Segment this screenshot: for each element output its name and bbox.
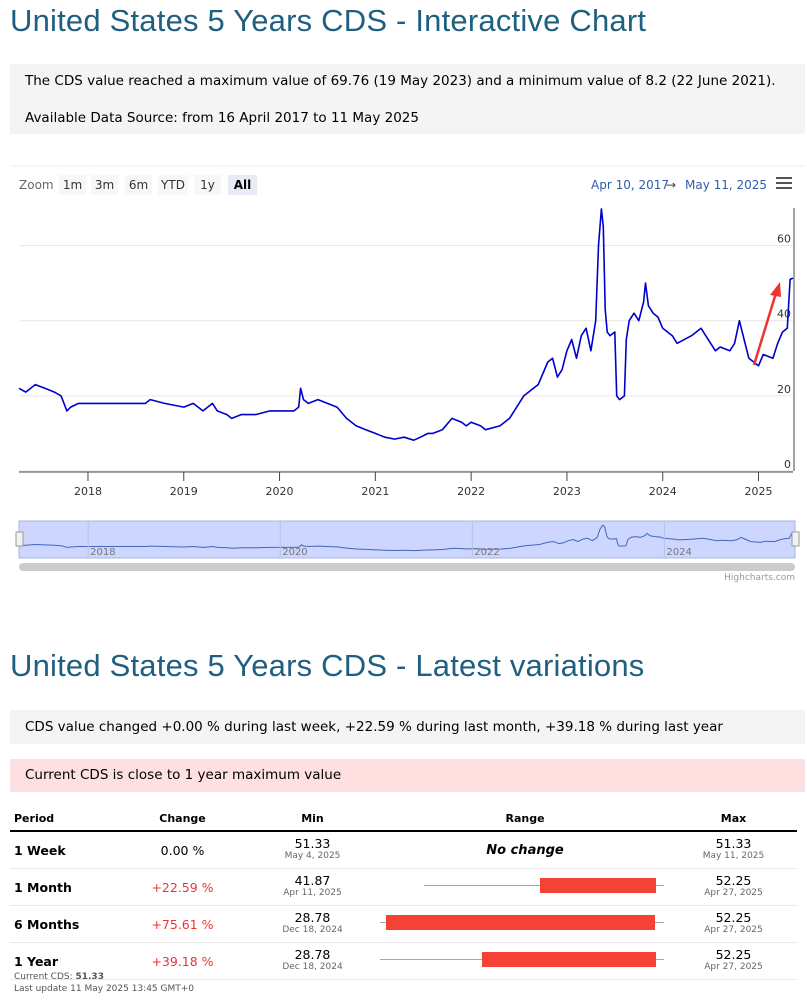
period-cell: 1 Week [10,831,120,869]
change-cell: +75.61 % [120,905,245,943]
change-cell: +22.59 % [120,868,245,906]
range-arrow: → [666,178,677,192]
alert-text: Current CDS is close to 1 year maximum v… [25,767,342,783]
period-cell: 6 Months [10,905,120,943]
zoom-1m-button[interactable]: 1m [59,175,86,195]
min-value: 41.87 [294,873,331,888]
change-cell: +39.18 % [120,942,245,980]
max-value: 52.25 [715,873,752,888]
current-cds-label: Current CDS: [14,972,76,982]
min-cell: 51.33 May 4, 2025 [245,831,380,869]
max-date: Apr 27, 2025 [704,962,763,972]
table-row: 1 Month +22.59 % 41.87 Apr 11, 2025 52.25… [10,868,797,906]
y-tick-label: 60 [777,233,791,246]
y-tick-label: 0 [784,458,791,471]
x-tick-label: 2023 [553,485,581,498]
header-max: Max [670,807,797,832]
range-from-input[interactable]: Apr 10, 2017 [591,178,670,192]
info-box: The CDS value reached a maximum value of… [10,64,805,134]
section-title-variations: United States 5 Years CDS - Latest varia… [10,648,645,683]
x-tick-label: 2024 [649,485,677,498]
range-to-input[interactable]: May 11, 2025 [685,178,768,192]
x-tick-label: 2025 [745,485,773,498]
max-min-text: The CDS value reached a maximum value of… [25,73,776,89]
min-date: May 4, 2025 [284,851,341,861]
min-cell: 28.78 Dec 18, 2024 [245,942,380,980]
y-tick-label: 20 [777,383,791,396]
x-tick-label: 2021 [361,485,389,498]
variations-table: Period Change Min Range Max 1 Week 0.00 … [10,807,797,980]
max-cell: 52.25 Apr 27, 2025 [670,942,797,980]
x-tick-label: 2019 [170,485,198,498]
min-cell: 41.87 Apr 11, 2025 [245,868,380,906]
last-update-footer: Last update 11 May 2025 13:45 GMT+0 [14,984,195,994]
navigator-label: 2024 [666,547,691,558]
range-cell [380,905,670,943]
max-value: 51.33 [715,836,752,851]
range-bar [481,952,656,967]
range-bar [385,915,656,930]
zoom-all-button[interactable]: All [228,175,257,195]
max-value: 52.25 [715,947,752,962]
header-change: Change [120,807,245,832]
max-date: Apr 27, 2025 [704,925,763,935]
table-row: 1 Week 0.00 % 51.33 May 4, 2025 No change… [10,831,797,869]
max-value: 52.25 [715,910,752,925]
x-tick-label: 2022 [457,485,485,498]
max-cell: 51.33 May 11, 2025 [670,831,797,869]
min-date: Dec 18, 2024 [282,962,343,972]
navigator-label: 2020 [282,547,307,558]
variation-text: CDS value changed +0.00 % during last we… [25,719,723,735]
zoom-6m-button[interactable]: 6m [125,175,152,195]
max-date: May 11, 2025 [702,851,765,861]
series-line [18,208,794,442]
data-source-text: Available Data Source: from 16 April 201… [25,110,419,126]
header-range: Range [380,807,670,832]
max-date: Apr 27, 2025 [704,888,763,898]
min-value: 51.33 [294,836,331,851]
table-row: 6 Months +75.61 % 28.78 Dec 18, 2024 52.2… [10,905,797,943]
range-no-change: No change [380,831,670,869]
current-cds-value: 51.33 [75,972,104,982]
x-tick-label: 2018 [74,485,102,498]
variation-box: CDS value changed +0.00 % during last we… [10,710,805,744]
chart-container: 0 20 40 60 2018 2019 2020 2021 2022 2023 2024 2025 2… [10,165,805,585]
header-min: Min [245,807,380,832]
table-row: 1 Year +39.18 % 28.78 Dec 18, 2024 52.25 A… [10,942,797,980]
period-cell: 1 Month [10,868,120,906]
annotation-arrowhead-icon [770,282,781,297]
header-period: Period [10,807,120,832]
min-date: Dec 18, 2024 [282,925,343,935]
navigator-series [18,524,796,552]
period-cell: 1 Year [10,942,120,980]
navigator-scrollbar[interactable] [19,563,795,571]
navigator-label: 2022 [474,547,499,558]
zoom-3m-button[interactable]: 3m [91,175,118,195]
hamburger-menu-icon[interactable] [776,177,792,191]
annotation-arrow-icon [752,292,778,366]
change-cell: 0.00 % [120,831,245,869]
range-bar [539,878,656,893]
max-cell: 52.25 Apr 27, 2025 [670,868,797,906]
current-cds-footer: Current CDS: 51.33 [14,972,104,982]
min-value: 28.78 [294,947,331,962]
range-cell [380,942,670,980]
x-tick-label: 2020 [266,485,294,498]
navigator-label: 2018 [90,547,115,558]
zoom-1y-button[interactable]: 1y [194,175,221,195]
zoom-label: Zoom [19,178,54,192]
max-cell: 52.25 Apr 27, 2025 [670,905,797,943]
page-title: United States 5 Years CDS - Interactive … [10,3,647,38]
navigator-right-handle[interactable] [791,531,800,547]
navigator-left-handle[interactable] [15,531,24,547]
alert-box: Current CDS is close to 1 year maximum v… [10,759,805,792]
min-cell: 28.78 Dec 18, 2024 [245,905,380,943]
zoom-ytd-button[interactable]: YTD [158,175,188,195]
min-value: 28.78 [294,910,331,925]
min-date: Apr 11, 2025 [283,888,342,898]
range-cell [380,868,670,906]
highcharts-credits[interactable]: Highcharts.com [724,573,795,583]
